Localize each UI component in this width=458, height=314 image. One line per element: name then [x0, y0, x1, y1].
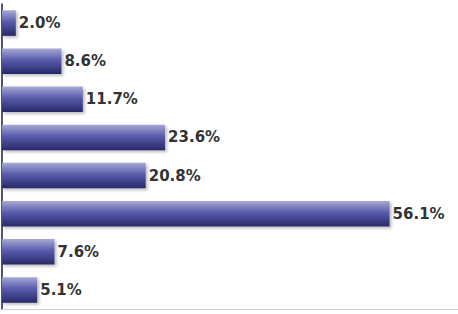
svg-text:7.6%: 7.6% [58, 243, 100, 261]
svg-text:5.1%: 5.1% [40, 281, 82, 299]
svg-text:8.6%: 8.6% [64, 52, 106, 70]
svg-text:2.0%: 2.0% [19, 14, 61, 32]
svg-text:23.6%: 23.6% [168, 128, 220, 146]
svg-text:11.7%: 11.7% [86, 90, 138, 108]
svg-text:20.8%: 20.8% [149, 167, 201, 185]
svg-text:56.1%: 56.1% [393, 205, 445, 223]
